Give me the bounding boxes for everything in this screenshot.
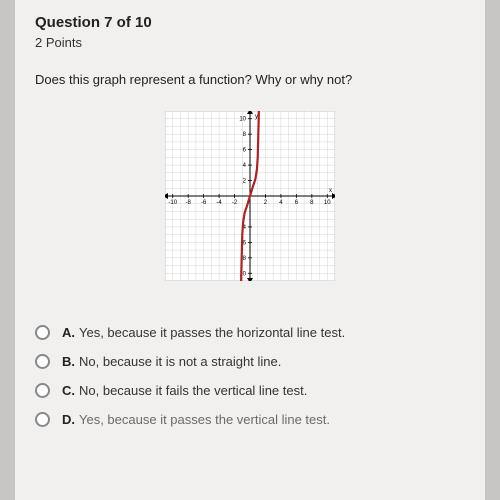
svg-text:x: x: [329, 188, 332, 194]
graph-container: -10-8-6-4-224681024681046810yx: [35, 111, 465, 281]
answer-option-a[interactable]: A. Yes, because it passes the horizontal…: [35, 325, 465, 340]
answer-option-b[interactable]: B. No, because it is not a straight line…: [35, 354, 465, 369]
answer-letter: C.: [62, 383, 75, 398]
svg-text:-4: -4: [216, 200, 222, 206]
answer-letter: D.: [62, 412, 75, 427]
question-number: Question 7 of 10: [35, 14, 465, 31]
svg-text:y: y: [255, 114, 258, 120]
radio-icon[interactable]: [35, 354, 50, 369]
svg-text:-10: -10: [168, 200, 177, 206]
points-label: 2 Points: [35, 35, 465, 50]
function-graph: -10-8-6-4-224681024681046810yx: [165, 111, 335, 281]
answer-text: Yes, because it passes the vertical line…: [79, 412, 330, 427]
answer-text: No, because it fails the vertical line t…: [79, 383, 307, 398]
answer-list: A. Yes, because it passes the horizontal…: [35, 325, 465, 427]
answer-option-c[interactable]: C. No, because it fails the vertical lin…: [35, 383, 465, 398]
svg-text:10: 10: [239, 117, 246, 123]
answer-text: No, because it is not a straight line.: [79, 354, 281, 369]
radio-icon[interactable]: [35, 383, 50, 398]
question-page: Question 7 of 10 2 Points Does this grap…: [15, 0, 485, 500]
answer-option-d[interactable]: D. Yes, because it passes the vertical l…: [35, 412, 465, 427]
svg-text:-6: -6: [201, 200, 207, 206]
svg-text:10: 10: [324, 200, 331, 206]
radio-icon[interactable]: [35, 412, 50, 427]
question-prompt: Does this graph represent a function? Wh…: [35, 72, 465, 87]
answer-letter: B.: [62, 354, 75, 369]
svg-text:-2: -2: [232, 200, 238, 206]
radio-icon[interactable]: [35, 325, 50, 340]
answer-letter: A.: [62, 325, 75, 340]
svg-text:-8: -8: [186, 200, 192, 206]
answer-text: Yes, because it passes the horizontal li…: [79, 325, 345, 340]
